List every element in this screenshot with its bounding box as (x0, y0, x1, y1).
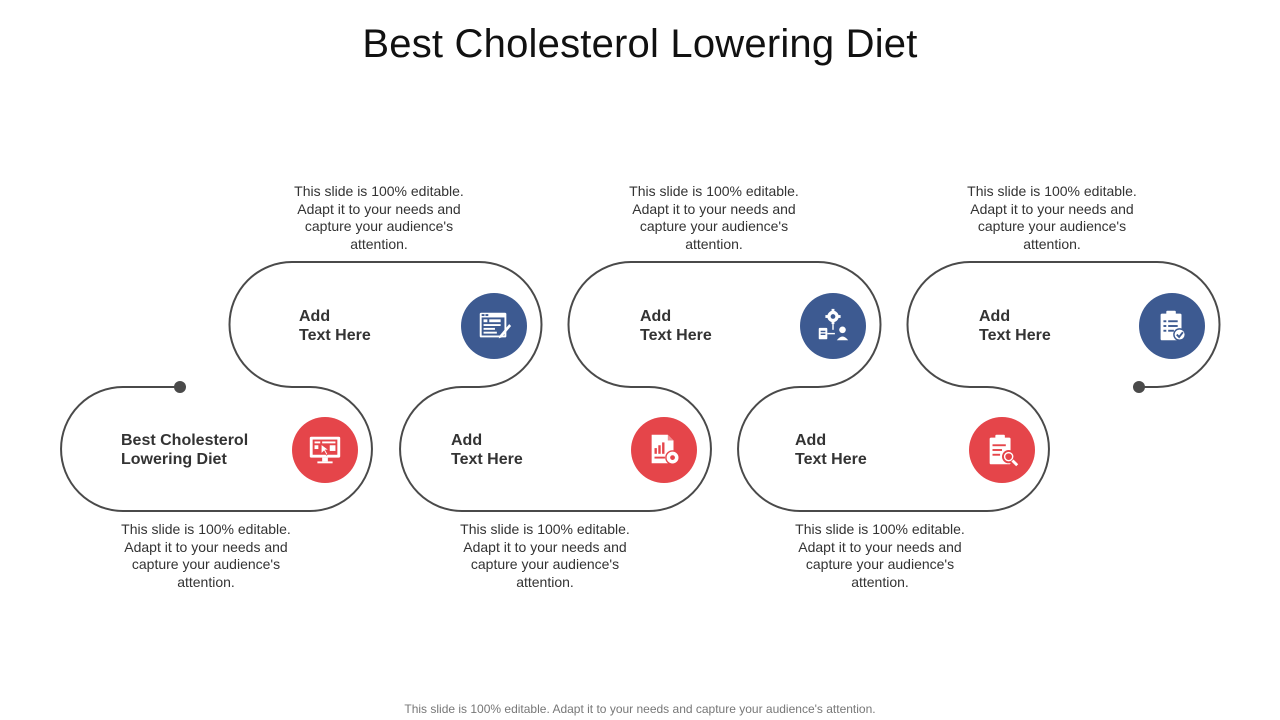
path-end-dot (1133, 381, 1145, 393)
step-3-description: This slide is 100% editable. Adapt it to… (460, 521, 630, 590)
path-start-dot (174, 381, 186, 393)
step-6-icon-circle (1139, 293, 1205, 359)
step-1-icon-circle (292, 417, 358, 483)
step-2-icon-circle (461, 293, 527, 359)
step-4-description: This slide is 100% editable. Adapt it to… (629, 183, 799, 252)
clipboard-search-icon (989, 434, 1019, 467)
step-3-icon-circle (631, 417, 697, 483)
step-5-label: Add Text Here (795, 432, 867, 468)
step-2-description: This slide is 100% editable. Adapt it to… (294, 183, 464, 252)
step-2-label: Add Text Here (299, 308, 371, 344)
footer-note: This slide is 100% editable. Adapt it to… (404, 702, 876, 716)
slide-title: Best Cholesterol Lowering Diet (362, 22, 918, 66)
step-5-description: This slide is 100% editable. Adapt it to… (795, 521, 965, 590)
gear-people-icon (818, 308, 849, 341)
browser-pen-icon (479, 312, 512, 339)
monitor-cursor-icon (309, 436, 341, 464)
step-4-label: Add Text Here (640, 308, 712, 344)
report-gear-icon (651, 434, 680, 465)
step-3-label: Add Text Here (451, 432, 523, 468)
step-4-icon-circle (800, 293, 866, 359)
step-1-description: This slide is 100% editable. Adapt it to… (121, 521, 291, 590)
step-5-icon-circle (969, 417, 1035, 483)
step-6-label: Add Text Here (979, 308, 1051, 344)
clipboard-check-icon (1160, 310, 1187, 341)
step-1-label: Best Cholesterol Lowering Diet (121, 432, 249, 468)
step-6-description: This slide is 100% editable. Adapt it to… (967, 183, 1137, 252)
